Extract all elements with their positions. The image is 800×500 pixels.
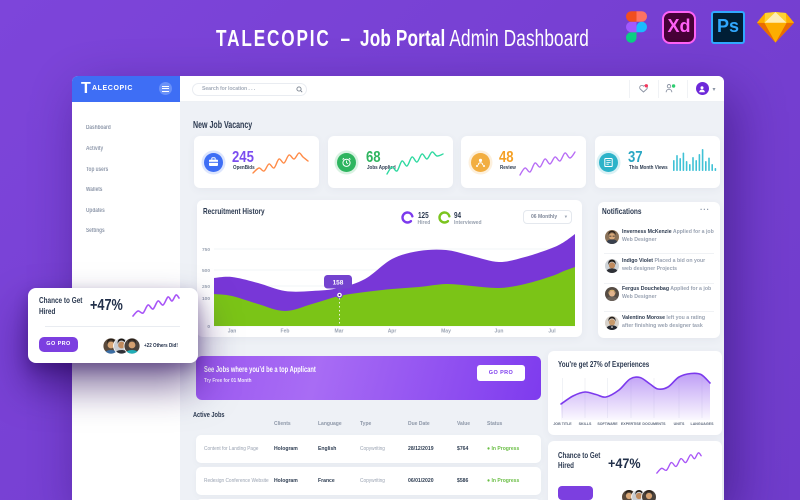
svg-text:SOFTWARE: SOFTWARE xyxy=(597,422,618,426)
svg-text:Jan: Jan xyxy=(228,329,237,335)
svg-text:500: 500 xyxy=(202,268,210,274)
svg-text:158: 158 xyxy=(333,280,344,287)
svg-text:100: 100 xyxy=(202,296,210,302)
svg-text:UNITS: UNITS xyxy=(674,422,685,426)
svg-text:250: 250 xyxy=(202,284,210,290)
svg-text:EXPERTISE: EXPERTISE xyxy=(621,422,642,426)
svg-text:Jun: Jun xyxy=(495,329,504,335)
svg-text:DOCUMENTS: DOCUMENTS xyxy=(642,422,666,426)
svg-text:Mar: Mar xyxy=(335,329,344,335)
svg-text:Apr: Apr xyxy=(388,329,397,335)
svg-text:Feb: Feb xyxy=(281,329,290,335)
svg-text:JOB TITLE: JOB TITLE xyxy=(553,422,572,426)
svg-text:LANGUAGES: LANGUAGES xyxy=(691,422,715,426)
svg-text:0: 0 xyxy=(207,324,210,330)
svg-text:Jul: Jul xyxy=(548,329,556,335)
svg-text:SKILLS: SKILLS xyxy=(579,422,592,426)
svg-text:May: May xyxy=(441,329,451,335)
svg-text:750: 750 xyxy=(202,247,210,253)
